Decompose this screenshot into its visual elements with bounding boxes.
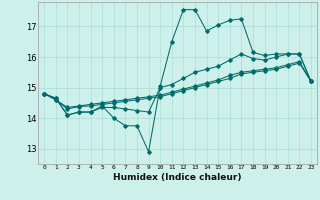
X-axis label: Humidex (Indice chaleur): Humidex (Indice chaleur) <box>113 173 242 182</box>
